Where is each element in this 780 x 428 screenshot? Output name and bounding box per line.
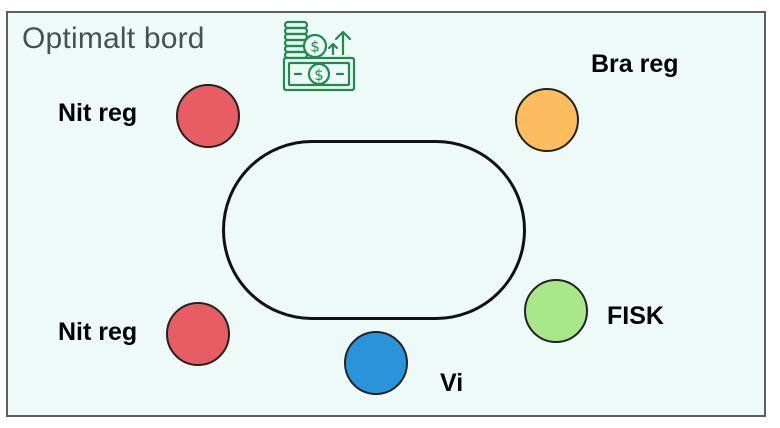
seat-fisk — [524, 279, 588, 343]
seat-nit-top — [176, 84, 240, 148]
label-bra: Bra reg — [591, 50, 679, 78]
seat-bra — [515, 88, 579, 152]
svg-text:$: $ — [314, 66, 324, 84]
money-growth-icon: $ $ — [282, 20, 356, 92]
poker-table — [222, 140, 526, 320]
label-vi: Vi — [440, 369, 464, 397]
diagram-title: Optimalt bord — [22, 22, 205, 55]
label-nit-bottom: Nit reg — [58, 318, 138, 346]
seat-vi — [344, 331, 408, 395]
label-nit-top: Nit reg — [58, 99, 138, 127]
seat-nit-bottom — [166, 302, 230, 366]
label-fisk: FISK — [607, 302, 664, 330]
svg-text:$: $ — [310, 38, 320, 56]
